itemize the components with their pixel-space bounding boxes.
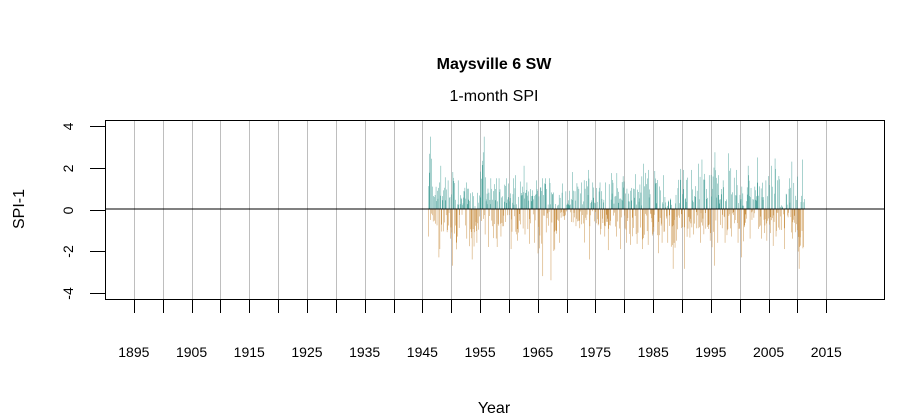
y-tick-label: -2 xyxy=(60,245,76,258)
x-tick-label: 1985 xyxy=(638,344,669,360)
y-tick-label: 4 xyxy=(60,122,76,130)
x-tick-label: 1995 xyxy=(695,344,726,360)
x-tick-label: 1925 xyxy=(291,344,322,360)
chart-subtitle: 1-month SPI xyxy=(450,88,539,105)
x-tick-label: 2005 xyxy=(753,344,784,360)
y-tick-label: 0 xyxy=(60,206,76,214)
x-tick-label: 1965 xyxy=(522,344,553,360)
x-tick-label: 1935 xyxy=(349,344,380,360)
y-tick-label: -4 xyxy=(60,287,76,300)
x-tick-label: 1895 xyxy=(118,344,149,360)
x-tick-label: 1955 xyxy=(464,344,495,360)
x-tick-label: 1945 xyxy=(407,344,438,360)
y-tick-label: 2 xyxy=(60,164,76,172)
x-tick-label: 2015 xyxy=(811,344,842,360)
x-axis: 1895 1905 1915 1925 1935 1945 1955 1965 1975 1985… xyxy=(118,299,842,360)
x-tick-label: 1905 xyxy=(176,344,207,360)
chart-title: Maysville 6 SW xyxy=(437,56,553,73)
x-tick-label: 1915 xyxy=(234,344,265,360)
x-tick-label: 1975 xyxy=(580,344,611,360)
x-axis-label: Year xyxy=(478,400,511,417)
plot-box xyxy=(105,120,885,300)
y-axis: 4 2 0 -2 -4 xyxy=(60,122,105,300)
bars xyxy=(428,136,805,281)
y-axis-label: SPI-1 xyxy=(11,189,28,229)
